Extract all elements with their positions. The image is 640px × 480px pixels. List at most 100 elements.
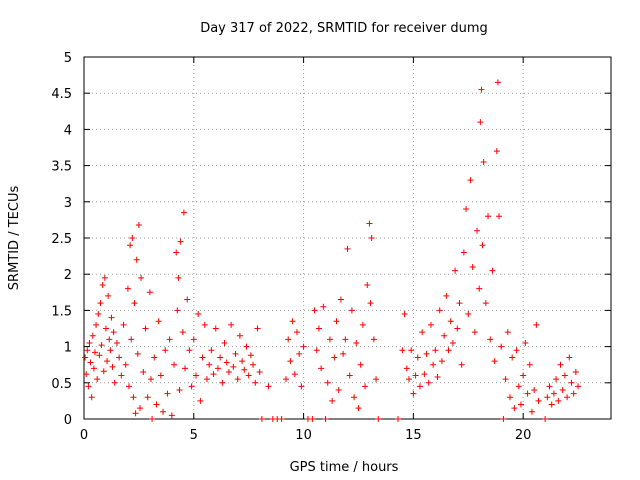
data-point xyxy=(144,394,151,401)
data-point xyxy=(188,383,195,390)
data-point xyxy=(485,213,492,220)
data-point xyxy=(293,329,300,336)
data-point xyxy=(335,387,342,394)
data-point xyxy=(171,361,178,368)
data-point xyxy=(454,325,461,332)
data-point xyxy=(223,359,230,366)
data-point xyxy=(412,372,419,379)
data-point xyxy=(138,274,145,281)
data-point xyxy=(357,361,364,368)
data-point xyxy=(362,383,369,390)
data-point xyxy=(97,300,104,307)
data-point xyxy=(296,350,303,357)
data-point xyxy=(89,332,96,339)
data-series-srmtid xyxy=(82,79,582,422)
data-point xyxy=(106,336,113,343)
data-point xyxy=(131,300,138,307)
data-point xyxy=(421,371,428,378)
data-point xyxy=(416,383,423,390)
data-point xyxy=(208,347,215,354)
data-point xyxy=(479,242,486,249)
data-point xyxy=(313,347,320,354)
data-point xyxy=(526,361,533,368)
data-point xyxy=(449,339,456,346)
data-point xyxy=(221,339,228,346)
data-point xyxy=(553,376,560,383)
y-tick-label: 3 xyxy=(64,196,72,211)
y-tick-label: 2 xyxy=(64,268,72,283)
data-point xyxy=(101,274,108,281)
data-point xyxy=(173,249,180,256)
data-point xyxy=(90,365,97,372)
data-point xyxy=(366,220,373,227)
data-point xyxy=(133,256,140,263)
data-point xyxy=(408,347,415,354)
data-point xyxy=(219,379,226,386)
data-point xyxy=(559,387,566,394)
data-point xyxy=(129,235,136,241)
data-point xyxy=(544,394,551,401)
data-point xyxy=(522,339,529,346)
data-point xyxy=(195,311,202,318)
data-point xyxy=(535,397,542,404)
data-point xyxy=(166,336,173,343)
data-point xyxy=(524,390,531,397)
x-tick-label: 5 xyxy=(190,428,198,443)
data-point xyxy=(575,383,582,390)
data-point xyxy=(175,274,182,281)
data-point xyxy=(452,267,459,274)
data-point xyxy=(85,383,92,390)
data-point xyxy=(241,366,248,373)
data-point xyxy=(487,336,494,343)
data-point xyxy=(414,354,421,361)
axis-ticks: 0 5 10 15 20 0 0.5 1 1.5 2 2.5 3 3.5 4 4.5 5 xyxy=(51,51,611,443)
data-point xyxy=(184,296,191,303)
x-tick-label: 10 xyxy=(295,428,312,443)
data-point xyxy=(395,416,402,422)
data-point xyxy=(425,379,432,386)
data-point xyxy=(548,401,555,408)
data-point xyxy=(201,321,208,328)
data-point xyxy=(564,394,571,401)
y-tick-label: 2.5 xyxy=(51,232,72,247)
data-point xyxy=(482,300,489,307)
data-point xyxy=(373,376,380,383)
data-point xyxy=(104,358,111,365)
data-point xyxy=(212,325,219,332)
data-point xyxy=(232,350,239,357)
y-tick-label: 1 xyxy=(64,341,72,356)
data-point xyxy=(513,347,520,354)
data-point xyxy=(520,372,527,379)
data-point xyxy=(283,376,290,383)
data-point xyxy=(105,292,112,299)
data-point xyxy=(217,354,224,361)
data-point xyxy=(477,119,484,126)
data-point xyxy=(99,282,106,289)
data-point xyxy=(342,336,349,343)
data-point xyxy=(445,347,452,354)
data-point xyxy=(111,379,118,386)
data-point xyxy=(120,321,127,328)
data-point xyxy=(153,401,160,408)
data-point xyxy=(234,376,241,383)
data-point xyxy=(256,368,263,375)
data-point xyxy=(476,285,483,292)
data-point xyxy=(136,405,143,412)
y-tick-label: 0 xyxy=(64,413,72,428)
data-point xyxy=(258,416,265,422)
data-point xyxy=(434,374,441,381)
data-point xyxy=(438,358,445,365)
data-point xyxy=(95,311,102,318)
data-point xyxy=(322,416,329,422)
data-point xyxy=(285,336,292,343)
data-point xyxy=(182,365,189,372)
data-point xyxy=(162,347,169,354)
data-point xyxy=(109,363,116,370)
data-point xyxy=(228,321,235,328)
data-point xyxy=(367,300,374,307)
data-point xyxy=(355,405,362,412)
data-point xyxy=(298,383,305,390)
data-point xyxy=(134,350,141,357)
data-point xyxy=(340,350,347,357)
data-point xyxy=(423,350,430,357)
